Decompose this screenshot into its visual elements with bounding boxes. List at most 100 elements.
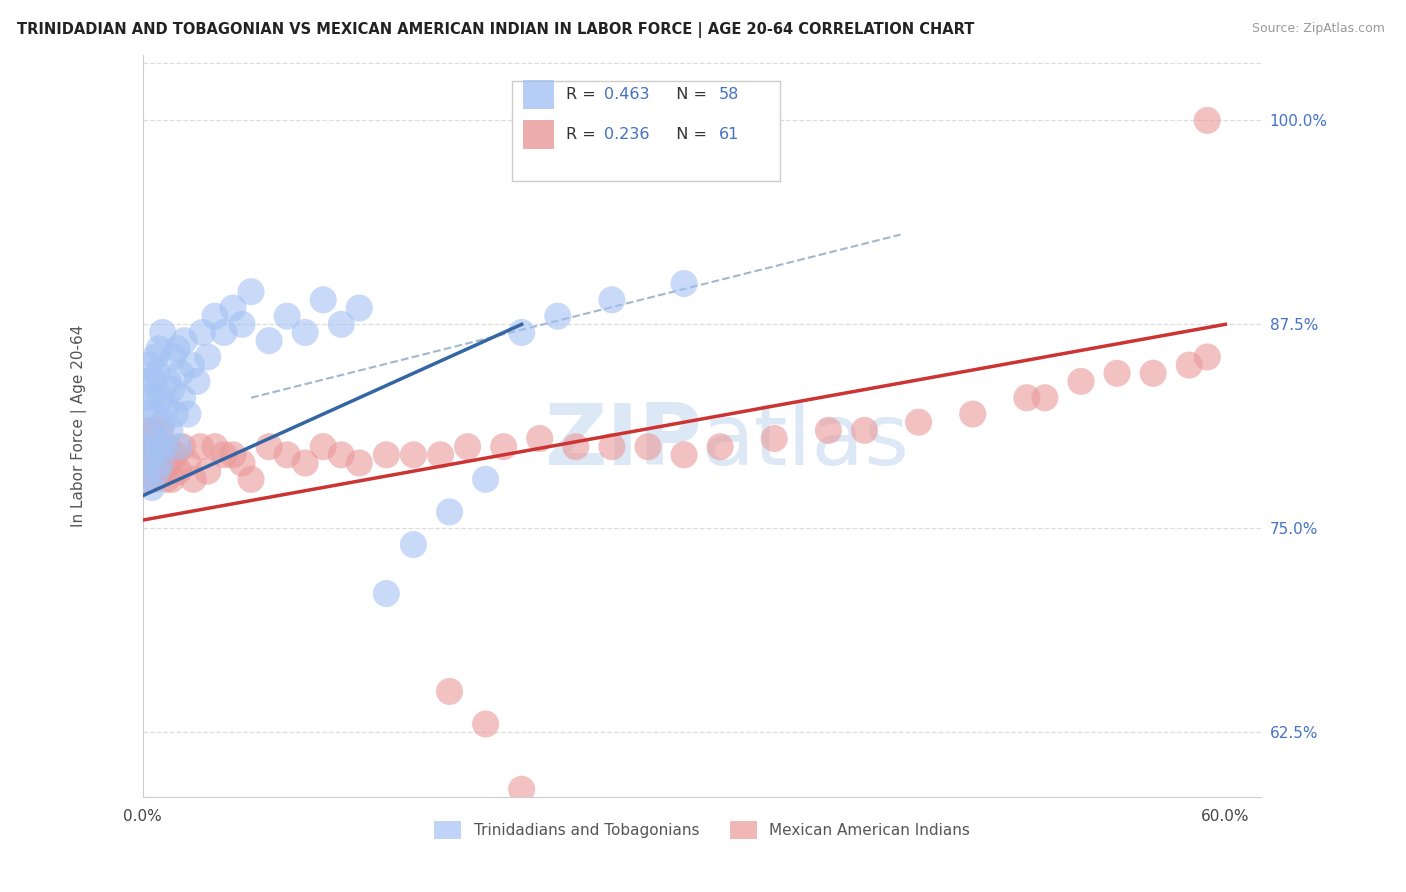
Point	[222, 448, 245, 462]
Text: R =: R =	[565, 127, 600, 142]
Point	[312, 293, 335, 307]
Point	[853, 423, 876, 437]
Point	[402, 538, 425, 552]
Point	[709, 440, 731, 454]
Point	[160, 472, 183, 486]
Point	[177, 456, 200, 470]
Point	[134, 440, 156, 454]
Point	[141, 399, 163, 413]
Text: N =: N =	[666, 87, 713, 102]
Point	[153, 448, 176, 462]
Point	[439, 505, 461, 519]
Point	[1142, 366, 1164, 380]
Point	[330, 318, 353, 332]
Point	[145, 350, 167, 364]
Point	[375, 586, 398, 600]
Point	[231, 318, 253, 332]
Point	[159, 423, 181, 437]
Point	[139, 423, 162, 437]
Text: TRINIDADIAN AND TOBAGONIAN VS MEXICAN AMERICAN INDIAN IN LABOR FORCE | AGE 20-64: TRINIDADIAN AND TOBAGONIAN VS MEXICAN AM…	[17, 22, 974, 38]
Point	[276, 309, 298, 323]
Point	[231, 456, 253, 470]
Point	[180, 358, 202, 372]
Point	[763, 432, 786, 446]
Point	[146, 440, 169, 454]
Point	[1105, 366, 1128, 380]
Point	[817, 423, 839, 437]
Point	[134, 407, 156, 421]
Point	[204, 440, 226, 454]
Point	[142, 423, 165, 437]
Point	[257, 334, 280, 348]
Point	[165, 407, 187, 421]
Bar	[523, 120, 554, 150]
Point	[402, 448, 425, 462]
Point	[276, 448, 298, 462]
Point	[172, 440, 194, 454]
Point	[294, 326, 316, 340]
Point	[152, 415, 174, 429]
Point	[155, 399, 177, 413]
Point	[157, 375, 180, 389]
Point	[170, 366, 193, 380]
Point	[457, 440, 479, 454]
Text: ZIP: ZIP	[544, 400, 702, 483]
Point	[135, 472, 157, 486]
Point	[429, 448, 451, 462]
Point	[152, 464, 174, 478]
Point	[148, 342, 170, 356]
Point	[1070, 375, 1092, 389]
Point	[167, 464, 190, 478]
Point	[204, 309, 226, 323]
Text: 0.463: 0.463	[603, 87, 650, 102]
Point	[1197, 113, 1219, 128]
Point	[165, 448, 187, 462]
Point	[349, 456, 371, 470]
Point	[159, 456, 181, 470]
Point	[145, 472, 167, 486]
Point	[177, 407, 200, 421]
Point	[153, 440, 176, 454]
Point	[136, 391, 159, 405]
Point	[160, 383, 183, 397]
Point	[510, 782, 533, 797]
Point	[139, 440, 162, 454]
Point	[155, 472, 177, 486]
Point	[136, 472, 159, 486]
Point	[600, 293, 623, 307]
Point	[1178, 358, 1201, 372]
Point	[1033, 391, 1056, 405]
Point	[136, 456, 159, 470]
Point	[181, 472, 204, 486]
Point	[149, 391, 172, 405]
Point	[529, 432, 551, 446]
Text: atlas: atlas	[702, 400, 910, 483]
Point	[240, 472, 263, 486]
Point	[146, 464, 169, 478]
Point	[146, 366, 169, 380]
Point	[190, 440, 212, 454]
Point	[145, 432, 167, 446]
Text: Source: ZipAtlas.com: Source: ZipAtlas.com	[1251, 22, 1385, 36]
Point	[212, 326, 235, 340]
Point	[240, 285, 263, 299]
Point	[222, 301, 245, 315]
Point	[474, 717, 496, 731]
Point	[172, 391, 194, 405]
Point	[312, 440, 335, 454]
Point	[492, 440, 515, 454]
Point	[673, 448, 696, 462]
Text: R =: R =	[565, 87, 600, 102]
Point	[186, 375, 208, 389]
FancyBboxPatch shape	[512, 81, 780, 181]
Text: 0.236: 0.236	[603, 127, 650, 142]
Point	[148, 456, 170, 470]
Point	[135, 423, 157, 437]
Point	[1015, 391, 1038, 405]
Bar	[523, 79, 554, 110]
Point	[141, 456, 163, 470]
Point	[510, 326, 533, 340]
Point	[212, 448, 235, 462]
Point	[637, 440, 659, 454]
Point	[166, 342, 188, 356]
